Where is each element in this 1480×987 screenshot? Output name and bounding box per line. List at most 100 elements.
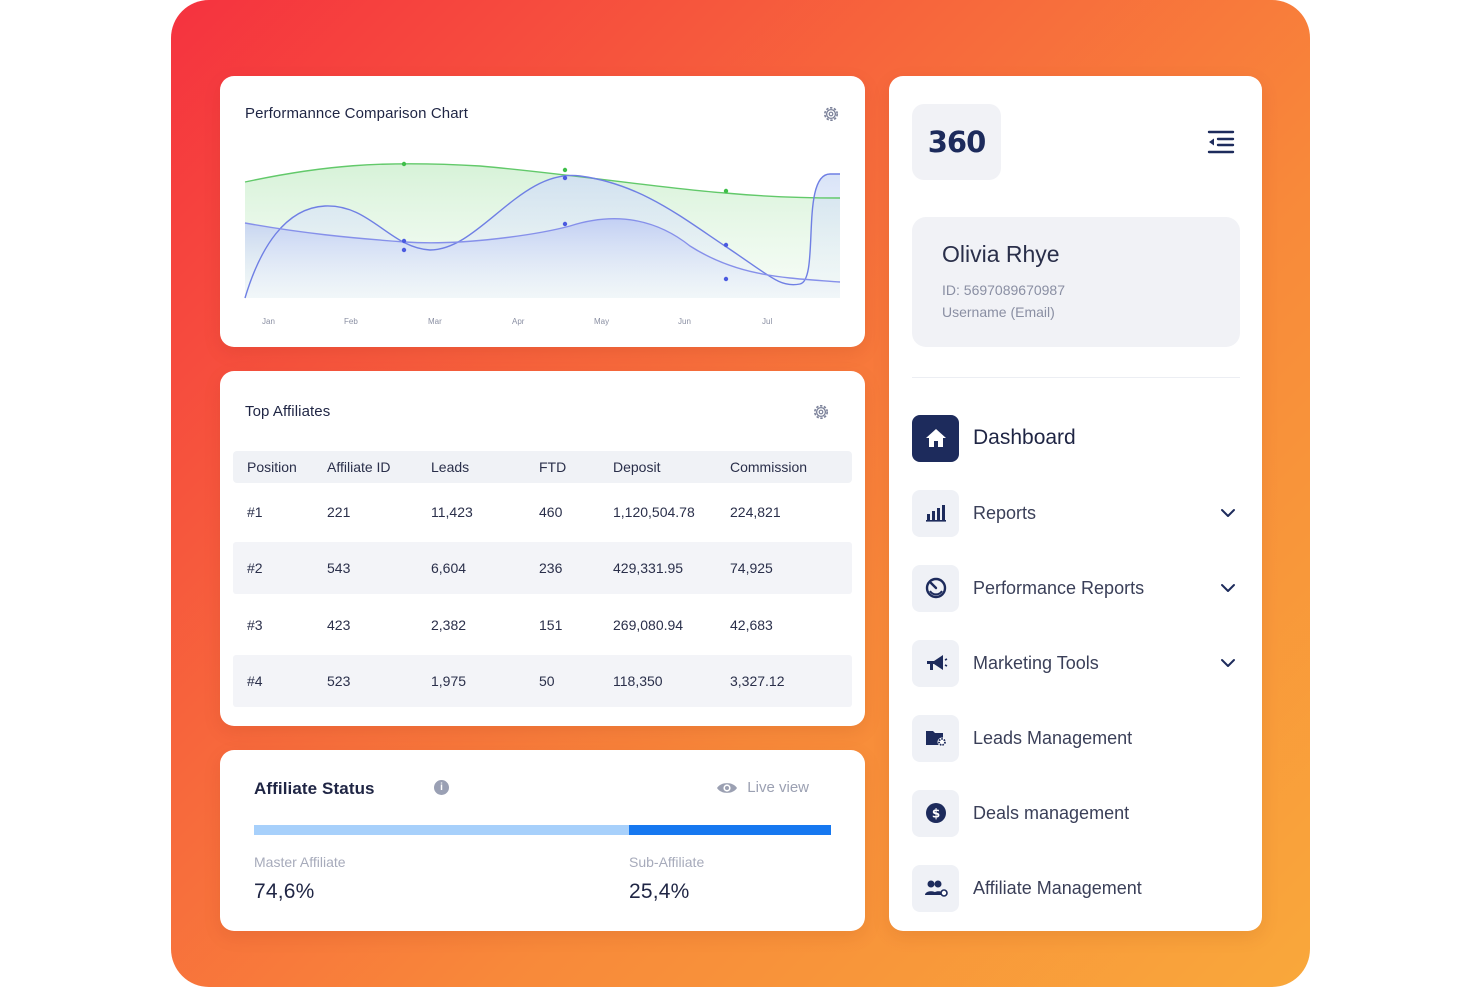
x-tick-label: Jun — [678, 317, 691, 326]
sidebar: 360 Olivia Rhye ID: 5697089670987 Userna… — [889, 76, 1262, 931]
chevron-down-icon[interactable] — [1220, 655, 1236, 671]
ftd-cell: 151 — [539, 616, 563, 633]
affiliate-id-cell: 221 — [327, 503, 351, 520]
column-header[interactable]: Leads — [431, 459, 470, 475]
nav-item-marketing-tools[interactable]: Marketing Tools — [912, 639, 1242, 687]
user-id: ID: 5697089670987 — [942, 282, 1065, 298]
commission-cell: 74,925 — [730, 560, 773, 576]
sub-affiliate-stat: Sub-Affiliate 25,4% — [629, 854, 704, 904]
gradient-background: Performannce Comparison Chart — [171, 0, 1310, 987]
affiliate-id-cell: 423 — [327, 616, 351, 633]
gear-icon[interactable] — [821, 104, 841, 124]
column-header[interactable]: Position — [247, 459, 297, 475]
collapse-menu-icon[interactable] — [1206, 128, 1236, 156]
sub-affiliate-bar — [629, 825, 831, 835]
nav-item-affiliate-management[interactable]: Affiliate Management — [912, 864, 1242, 912]
column-header[interactable]: FTD — [539, 459, 567, 475]
nav-item-performance-reports[interactable]: Performance Reports — [912, 564, 1242, 612]
ftd-cell: 460 — [539, 503, 563, 520]
users-icon — [912, 864, 959, 912]
master-affiliate-label: Master Affiliate — [254, 854, 346, 870]
master-affiliate-value: 74,6% — [254, 880, 315, 903]
x-tick-label: Jul — [762, 317, 772, 326]
x-tick-label: May — [594, 317, 609, 326]
column-header[interactable]: Deposit — [613, 459, 661, 475]
gear-icon[interactable] — [811, 402, 831, 422]
purple-series-line — [244, 218, 841, 283]
position-cell: #4 — [247, 673, 263, 689]
performance-chart-card: Performannce Comparison Chart — [220, 76, 865, 347]
affiliate-split-bar — [254, 825, 831, 835]
chevron-down-icon[interactable] — [1220, 505, 1236, 521]
affiliate-status-card: Affiliate Status i Live view Master Affi… — [220, 750, 865, 931]
megaphone-icon — [912, 639, 959, 687]
eye-icon — [717, 782, 738, 793]
master-affiliate-bar — [254, 825, 630, 835]
table-row[interactable]: #4 523 1,975 50 118,350 3,327.12 — [233, 655, 852, 707]
sub-affiliate-value: 25,4% — [629, 880, 690, 903]
x-tick-label: Feb — [344, 317, 358, 326]
folder-gear-icon — [912, 714, 959, 762]
table-row[interactable]: #3 423 2,382 151 269,080.94 42,683 — [233, 596, 852, 653]
position-cell: #3 — [247, 616, 263, 633]
affiliates-table: Position Affiliate ID Leads FTD Deposit … — [233, 451, 852, 709]
x-tick-label: Apr — [512, 317, 525, 326]
nav-label: Leads Management — [973, 727, 1133, 748]
nav-item-leads-management[interactable]: Leads Management — [912, 714, 1242, 762]
live-view-button[interactable]: Live view — [716, 779, 809, 796]
deposit-cell: 429,331.95 — [613, 560, 684, 576]
blue-point — [401, 238, 407, 244]
x-tick-label: Mar — [428, 317, 442, 326]
nav-label: Affiliate Management — [973, 877, 1142, 898]
performance-chart: Jan Feb Mar Apr May Jun Jul — [244, 161, 841, 326]
nav-item-dashboard[interactable]: Dashboard — [912, 414, 1242, 462]
blue-point — [723, 276, 729, 282]
green-point — [401, 161, 407, 167]
deposit-cell: 269,080.94 — [613, 616, 684, 633]
top-affiliates-card: Top Affiliates Position Affiliate ID Lea… — [220, 371, 865, 726]
deposit-cell: 1,120,504.78 — [613, 503, 695, 520]
speedometer-icon — [912, 564, 959, 612]
table-row[interactable]: #1 221 11,423 460 1,120,504.78 224,821 — [233, 483, 852, 540]
affiliate-id-cell: 543 — [327, 560, 351, 576]
purple-series-area — [245, 218, 840, 298]
deposit-cell: 118,350 — [613, 673, 663, 689]
chart-title: Performannce Comparison Chart — [245, 105, 468, 122]
nav-label: Performance Reports — [973, 577, 1145, 598]
column-header[interactable]: Affiliate ID — [327, 459, 391, 475]
nav-item-deals-management[interactable]: $ Deals management — [912, 789, 1242, 837]
sub-affiliate-label: Sub-Affiliate — [629, 854, 705, 870]
blue-point — [723, 242, 729, 248]
blue-point — [401, 247, 407, 253]
nav-item-reports[interactable]: Reports — [912, 489, 1242, 537]
ftd-cell: 50 — [539, 673, 555, 689]
x-tick-label: Jan — [262, 317, 275, 326]
leads-cell: 11,423 — [431, 503, 473, 520]
commission-cell: 3,327.12 — [730, 673, 785, 689]
commission-cell: 42,683 — [730, 616, 773, 633]
nav-label: Deals management — [973, 802, 1130, 823]
leads-cell: 6,604 — [431, 560, 467, 576]
status-title: Affiliate Status — [254, 779, 375, 798]
bar-chart-icon — [912, 489, 959, 537]
column-header[interactable]: Commission — [730, 459, 808, 475]
master-affiliate-stat: Master Affiliate 74,6% — [254, 854, 346, 904]
leads-cell: 1,975 — [431, 673, 467, 689]
user-profile-card[interactable]: Olivia Rhye ID: 5697089670987 Username (… — [912, 217, 1240, 347]
user-name: Olivia Rhye — [942, 241, 1060, 267]
info-icon[interactable]: i — [434, 780, 449, 795]
logo[interactable]: 360 — [912, 104, 1001, 180]
commission-cell: 224,821 — [730, 503, 781, 520]
divider — [912, 377, 1240, 378]
ftd-cell: 236 — [539, 560, 563, 576]
user-username: Username (Email) — [942, 304, 1055, 320]
blue-point — [562, 175, 568, 181]
position-cell: #1 — [247, 503, 263, 520]
live-view-label: Live view — [747, 779, 809, 796]
nav-label: Reports — [973, 502, 1037, 523]
leads-cell: 2,382 — [431, 616, 467, 633]
table-row[interactable]: #2 543 6,604 236 429,331.95 74,925 — [233, 542, 852, 594]
green-point — [723, 188, 729, 194]
nav-label: Marketing Tools — [973, 652, 1099, 673]
chevron-down-icon[interactable] — [1220, 580, 1236, 596]
